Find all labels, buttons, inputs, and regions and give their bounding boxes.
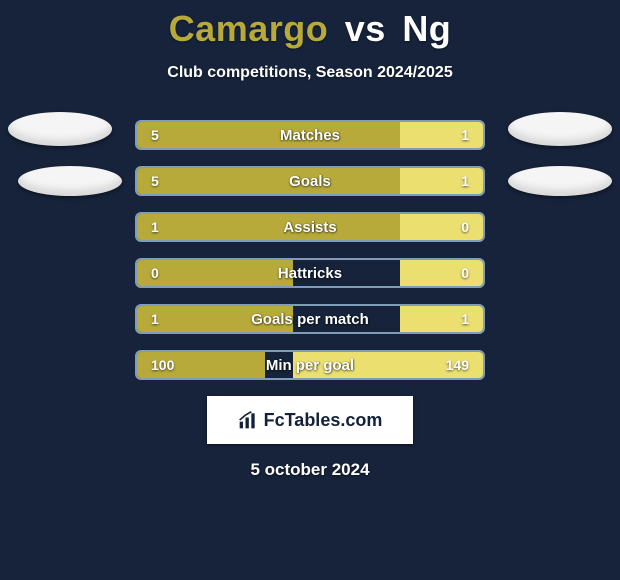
bar-row: 51Matches: [135, 120, 485, 150]
site-badge[interactable]: FcTables.com: [207, 396, 413, 444]
page-title: Camargo vs Ng: [0, 0, 620, 50]
club-logo-right-1: [508, 112, 612, 146]
title-vs: vs: [345, 8, 386, 49]
comparison-bars: 51Matches 51Goals 10Assists 00Hattricks 11Go…: [135, 120, 485, 380]
title-player2: Ng: [402, 8, 451, 49]
bar-left-fill: [137, 168, 400, 194]
bar-right-fill: [400, 122, 483, 148]
title-player1: Camargo: [169, 8, 329, 49]
subtitle: Club competitions, Season 2024/2025: [0, 64, 620, 82]
club-logo-left-2: [18, 166, 122, 196]
bar-left-fill: [137, 260, 293, 286]
site-badge-text: FcTables.com: [264, 410, 383, 431]
date: 5 october 2024: [0, 460, 620, 480]
bar-row: 100149Min per goal: [135, 350, 485, 380]
bar-row: 10Assists: [135, 212, 485, 242]
club-logo-left-1: [8, 112, 112, 146]
bar-row: 11Goals per match: [135, 304, 485, 334]
bar-left-fill: [137, 214, 400, 240]
bar-row: 51Goals: [135, 166, 485, 196]
chart-icon: [238, 410, 258, 430]
club-logo-right-2: [508, 166, 612, 196]
bar-row: 00Hattricks: [135, 258, 485, 288]
bar-right-fill: [400, 306, 483, 332]
bar-right-fill: [400, 260, 483, 286]
bar-left-fill: [137, 306, 293, 332]
bar-right-fill: [293, 352, 483, 378]
bar-left-fill: [137, 122, 400, 148]
bar-right-fill: [400, 214, 483, 240]
bar-left-fill: [137, 352, 265, 378]
bar-right-fill: [400, 168, 483, 194]
